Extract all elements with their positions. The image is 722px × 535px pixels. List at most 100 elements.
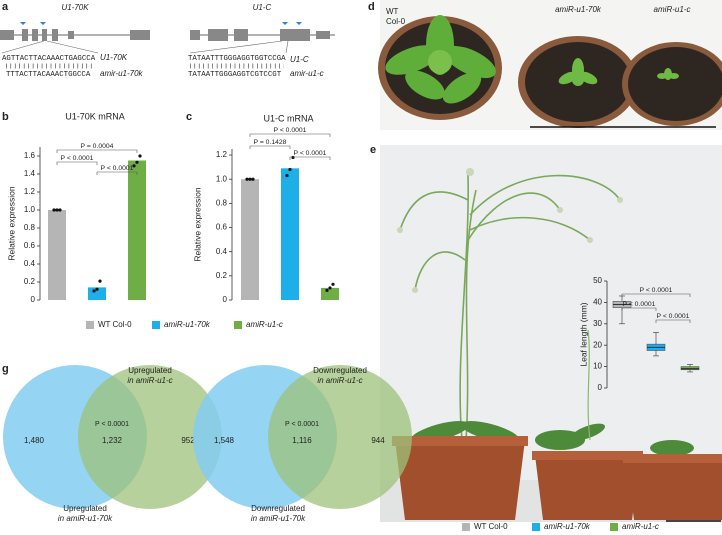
data-point xyxy=(331,282,335,286)
photo-e xyxy=(380,145,722,522)
gene-title: U1-70K xyxy=(61,3,89,12)
y-tick-label: 0.2 xyxy=(24,277,36,286)
y-axis-label: Leaf length (mm) xyxy=(578,302,588,366)
amir-sequence: TTTACTTACAAACTGGCCA xyxy=(6,71,91,79)
panel-label: d xyxy=(368,1,375,13)
bar xyxy=(321,287,339,300)
venn-top: in amiR-u1-c xyxy=(127,376,172,385)
legend-swatch xyxy=(152,321,160,329)
photo-label: WT xyxy=(386,7,399,16)
target-label: U1-70K xyxy=(100,53,128,62)
y-tick-label: 1.2 xyxy=(24,187,36,196)
significance-bracket xyxy=(289,156,331,160)
bar xyxy=(128,160,146,300)
bar xyxy=(48,210,66,300)
gene-diagram: U1-C TATAATTTGGGAGGTGGTCCGA TATAATTGGGAG… xyxy=(188,3,335,79)
venn-count: 952 xyxy=(181,436,195,445)
photo-label: Col-0 xyxy=(386,17,406,26)
y-tick-label: 0.6 xyxy=(24,241,36,250)
venn-count: 944 xyxy=(371,436,385,445)
p-value: P < 0.0001 xyxy=(657,313,690,320)
legend-label: amiR-u1-70k xyxy=(164,320,211,329)
amir-label: amir-u1-70k xyxy=(100,69,144,78)
data-point xyxy=(325,288,329,292)
venn-count: 1,548 xyxy=(214,436,235,445)
significance-bracket xyxy=(56,149,138,153)
p-value: P = 0.0004 xyxy=(81,143,114,150)
y-tick-label: 20 xyxy=(593,340,602,349)
venn-p-value: P < 0.0001 xyxy=(285,421,319,428)
gene-title: U1-C xyxy=(253,3,272,12)
significance-bracket xyxy=(621,293,691,297)
legend-swatch xyxy=(462,523,470,531)
y-tick-label: 1.6 xyxy=(24,151,36,160)
panel-label: g xyxy=(2,363,9,375)
data-point xyxy=(92,289,96,293)
data-point xyxy=(248,177,252,181)
box xyxy=(680,366,700,371)
legend-label: amiR-u1-c xyxy=(622,522,659,531)
legend-label: WT Col-0 xyxy=(98,320,132,329)
data-point xyxy=(58,208,62,212)
p-value: P < 0.0001 xyxy=(101,165,134,172)
p-value: P < 0.0001 xyxy=(294,150,327,157)
p-value: P < 0.0001 xyxy=(274,127,307,134)
significance-bracket xyxy=(621,307,657,311)
target-label: U1-C xyxy=(290,55,309,64)
venn-count: 1,116 xyxy=(292,436,312,445)
bar xyxy=(241,179,259,300)
y-tick-label: 1.4 xyxy=(24,169,36,178)
venn-count: 1,232 xyxy=(102,436,123,445)
amir-sequence: TATAATTGGGAGGTCGTCCGT xyxy=(188,71,282,79)
data-point xyxy=(52,208,56,212)
y-tick-label: 40 xyxy=(593,298,602,307)
data-point xyxy=(98,279,102,283)
p-value: P = 0.1428 xyxy=(254,139,287,146)
data-point xyxy=(328,286,332,290)
venn-count: 1,480 xyxy=(24,436,45,445)
data-point xyxy=(291,155,295,160)
panel-label: c xyxy=(186,111,192,123)
chart-title: U1-C mRNA xyxy=(263,113,313,123)
y-tick-label: 1.0 xyxy=(24,205,36,214)
legend-label: amiR-u1-c xyxy=(246,320,283,329)
venn-bottom: in amiR-u1-70k xyxy=(58,514,113,523)
photo-label: amiR-u1-c xyxy=(654,5,691,14)
data-point xyxy=(135,160,139,164)
venn-top: Upregulated xyxy=(128,366,172,375)
legend-label: WT Col-0 xyxy=(474,522,508,531)
p-value: P < 0.0001 xyxy=(640,287,673,294)
data-point xyxy=(251,177,255,181)
y-tick-label: 0.2 xyxy=(216,271,228,280)
significance-bracket xyxy=(249,145,291,149)
y-tick-label: 1.0 xyxy=(216,174,228,183)
y-tick-label: 0 xyxy=(31,295,36,304)
legend-swatch xyxy=(234,321,242,329)
venn-top: in amiR-u1-c xyxy=(317,376,362,385)
gene-diagram: U1-70K AGTTACTTACAAACTGAGCCA TTTACTTACAA… xyxy=(0,3,150,79)
y-axis-label: Relative expression xyxy=(192,187,202,261)
venn-bottom: Downregulated xyxy=(251,504,305,513)
legend-swatch xyxy=(532,523,540,531)
p-value: P < 0.0001 xyxy=(623,301,656,308)
amir-label: amir-u1-c xyxy=(290,69,324,78)
data-point xyxy=(132,164,136,168)
data-point xyxy=(245,177,249,181)
y-tick-label: 10 xyxy=(593,362,602,371)
y-tick-label: 0 xyxy=(598,383,603,392)
significance-bracket xyxy=(56,161,98,165)
data-point xyxy=(55,208,59,212)
venn-bottom: Upregulated xyxy=(63,504,107,513)
legend-swatch xyxy=(86,321,94,329)
data-point xyxy=(285,173,289,178)
chart-title: U1-70K mRNA xyxy=(65,111,125,121)
y-tick-label: 0.4 xyxy=(216,247,228,256)
significance-bracket xyxy=(249,133,331,137)
y-tick-label: 0.4 xyxy=(24,259,36,268)
legend-swatch xyxy=(610,523,618,531)
venn-p-value: P < 0.0001 xyxy=(95,421,129,428)
y-tick-label: 0 xyxy=(223,295,228,304)
photo-label: amiR-u1-70k xyxy=(555,5,602,14)
y-tick-label: 1.2 xyxy=(216,150,228,159)
y-tick-label: 50 xyxy=(593,276,602,285)
